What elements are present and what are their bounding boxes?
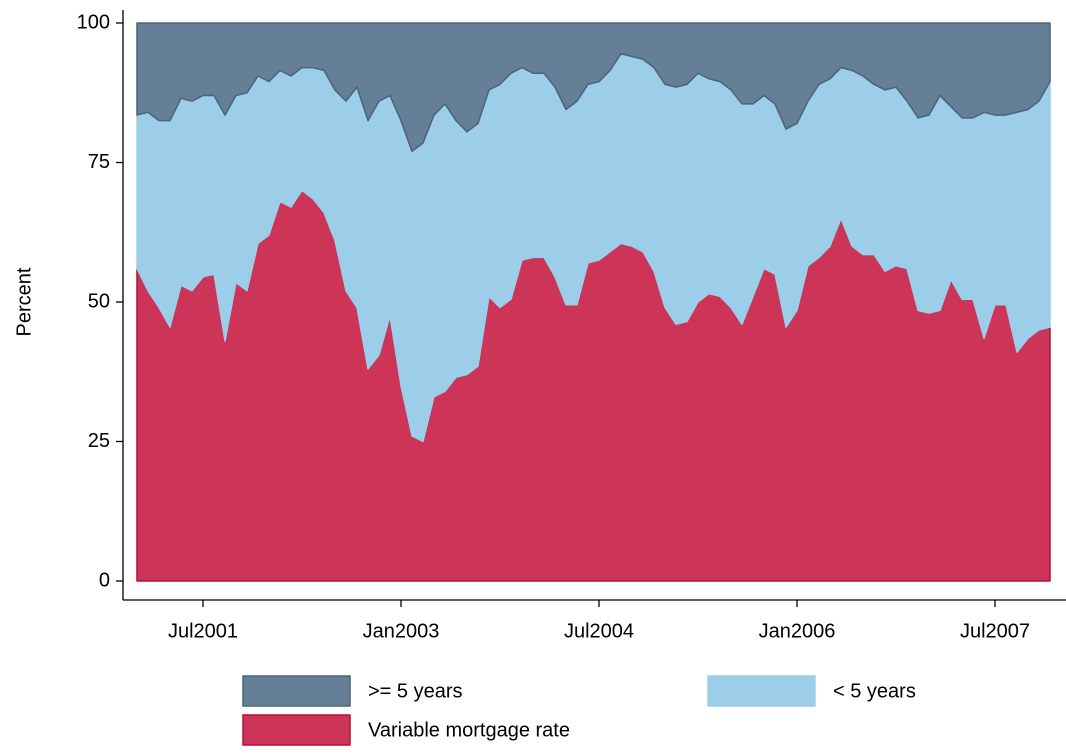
legend-swatch: [707, 675, 816, 707]
x-tick-label: Jul2001: [168, 620, 238, 642]
x-tick-label: Jan2006: [759, 620, 836, 642]
legend-label: Variable mortgage rate: [368, 719, 570, 741]
area: [136, 22, 1051, 153]
legend-label: < 5 years: [833, 680, 916, 702]
y-axis-label: Percent: [13, 267, 35, 336]
x-tick-label: Jan2003: [363, 620, 440, 642]
legend-label: >= 5 years: [368, 680, 463, 702]
y-tick-label: 50: [88, 290, 110, 312]
y-tick-label: 0: [99, 569, 110, 591]
x-tick-label: Jul2007: [960, 620, 1030, 642]
legend-swatch: [242, 675, 351, 707]
y-tick-label: 25: [88, 430, 110, 452]
x-tick-label: Jul2004: [564, 620, 634, 642]
legend-swatch: [242, 714, 351, 746]
y-tick-label: 100: [77, 11, 110, 33]
y-tick-label: 75: [88, 151, 110, 173]
